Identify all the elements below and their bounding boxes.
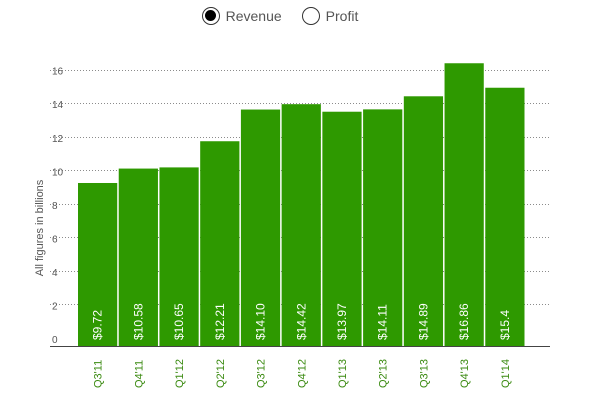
bar-value-label: $16.86 bbox=[457, 303, 471, 340]
legend-profit-option[interactable]: Profit bbox=[301, 7, 359, 25]
bar-value-label: $12.21 bbox=[213, 303, 227, 340]
bar[interactable] bbox=[200, 141, 240, 346]
y-tick-label: 16 bbox=[52, 67, 64, 78]
x-axis-ticks: Q3'11 Q4'11 Q1'12 Q2'12 Q3'12 Q4'12 Q1'13 Q2'13… bbox=[93, 359, 512, 388]
y-tick-label: 10 bbox=[52, 167, 64, 178]
bar[interactable] bbox=[118, 168, 158, 346]
x-tick-label: Q4'13 bbox=[459, 359, 471, 388]
x-tick-label: Q1'12 bbox=[174, 359, 186, 388]
x-tick-label: Q3'11 bbox=[93, 360, 105, 388]
x-tick-label: Q1'13 bbox=[337, 359, 349, 388]
bar[interactable] bbox=[363, 109, 403, 346]
bar-value-label: $14.89 bbox=[416, 303, 430, 340]
bar[interactable] bbox=[403, 96, 444, 346]
x-tick-label: Q1'14 bbox=[500, 359, 512, 388]
x-tick-label: Q2'13 bbox=[378, 359, 390, 388]
bar-value-label: $14.11 bbox=[376, 304, 390, 340]
bar[interactable] bbox=[444, 63, 484, 346]
bar-value-label: $10.58 bbox=[131, 303, 145, 340]
bar[interactable] bbox=[281, 104, 321, 346]
legend-revenue-option[interactable]: Revenue bbox=[201, 7, 282, 25]
legend: Revenue Profit bbox=[0, 7, 575, 25]
radio-selected-icon[interactable] bbox=[201, 7, 220, 25]
legend-revenue-label: Revenue bbox=[225, 8, 282, 24]
y-tick-label: 4 bbox=[52, 268, 58, 279]
bar-value-label: $15.4 bbox=[498, 310, 512, 340]
bars: $9.72 $10.58 $10.65 $12.21 $14.10 $14.42 $13.9… bbox=[78, 63, 525, 347]
x-tick-label: Q3'13 bbox=[418, 359, 430, 388]
bar[interactable] bbox=[78, 182, 118, 346]
bar-value-label: $14.42 bbox=[294, 303, 308, 340]
y-tick-label: 8 bbox=[52, 201, 58, 212]
x-tick-label: Q2'12 bbox=[215, 359, 227, 388]
bar-value-label: $10.65 bbox=[172, 303, 186, 340]
y-tick-label: 6 bbox=[52, 234, 58, 245]
y-axis-ticks: 0 2 4 6 8 10 12 14 16 bbox=[52, 67, 64, 346]
x-tick-label: Q4'11 bbox=[133, 360, 145, 388]
radio-unselected-icon[interactable] bbox=[301, 7, 320, 25]
y-axis-label: All figures in billions bbox=[34, 179, 46, 276]
y-tick-label: 0 bbox=[52, 335, 58, 346]
bar[interactable] bbox=[485, 87, 525, 346]
legend-profit-label: Profit bbox=[325, 8, 359, 24]
y-tick-label: 2 bbox=[52, 301, 58, 312]
y-tick-label: 14 bbox=[52, 100, 64, 111]
x-tick-label: Q4'12 bbox=[296, 359, 308, 388]
bar[interactable] bbox=[322, 111, 362, 347]
bar-value-label: $9.72 bbox=[91, 310, 105, 340]
x-tick-label: Q3'12 bbox=[256, 359, 268, 388]
bar-value-label: $13.97 bbox=[335, 303, 349, 340]
bar[interactable] bbox=[240, 109, 281, 346]
bar[interactable] bbox=[159, 167, 199, 346]
y-tick-label: 12 bbox=[52, 134, 64, 145]
bar-value-label: $14.10 bbox=[254, 303, 268, 340]
